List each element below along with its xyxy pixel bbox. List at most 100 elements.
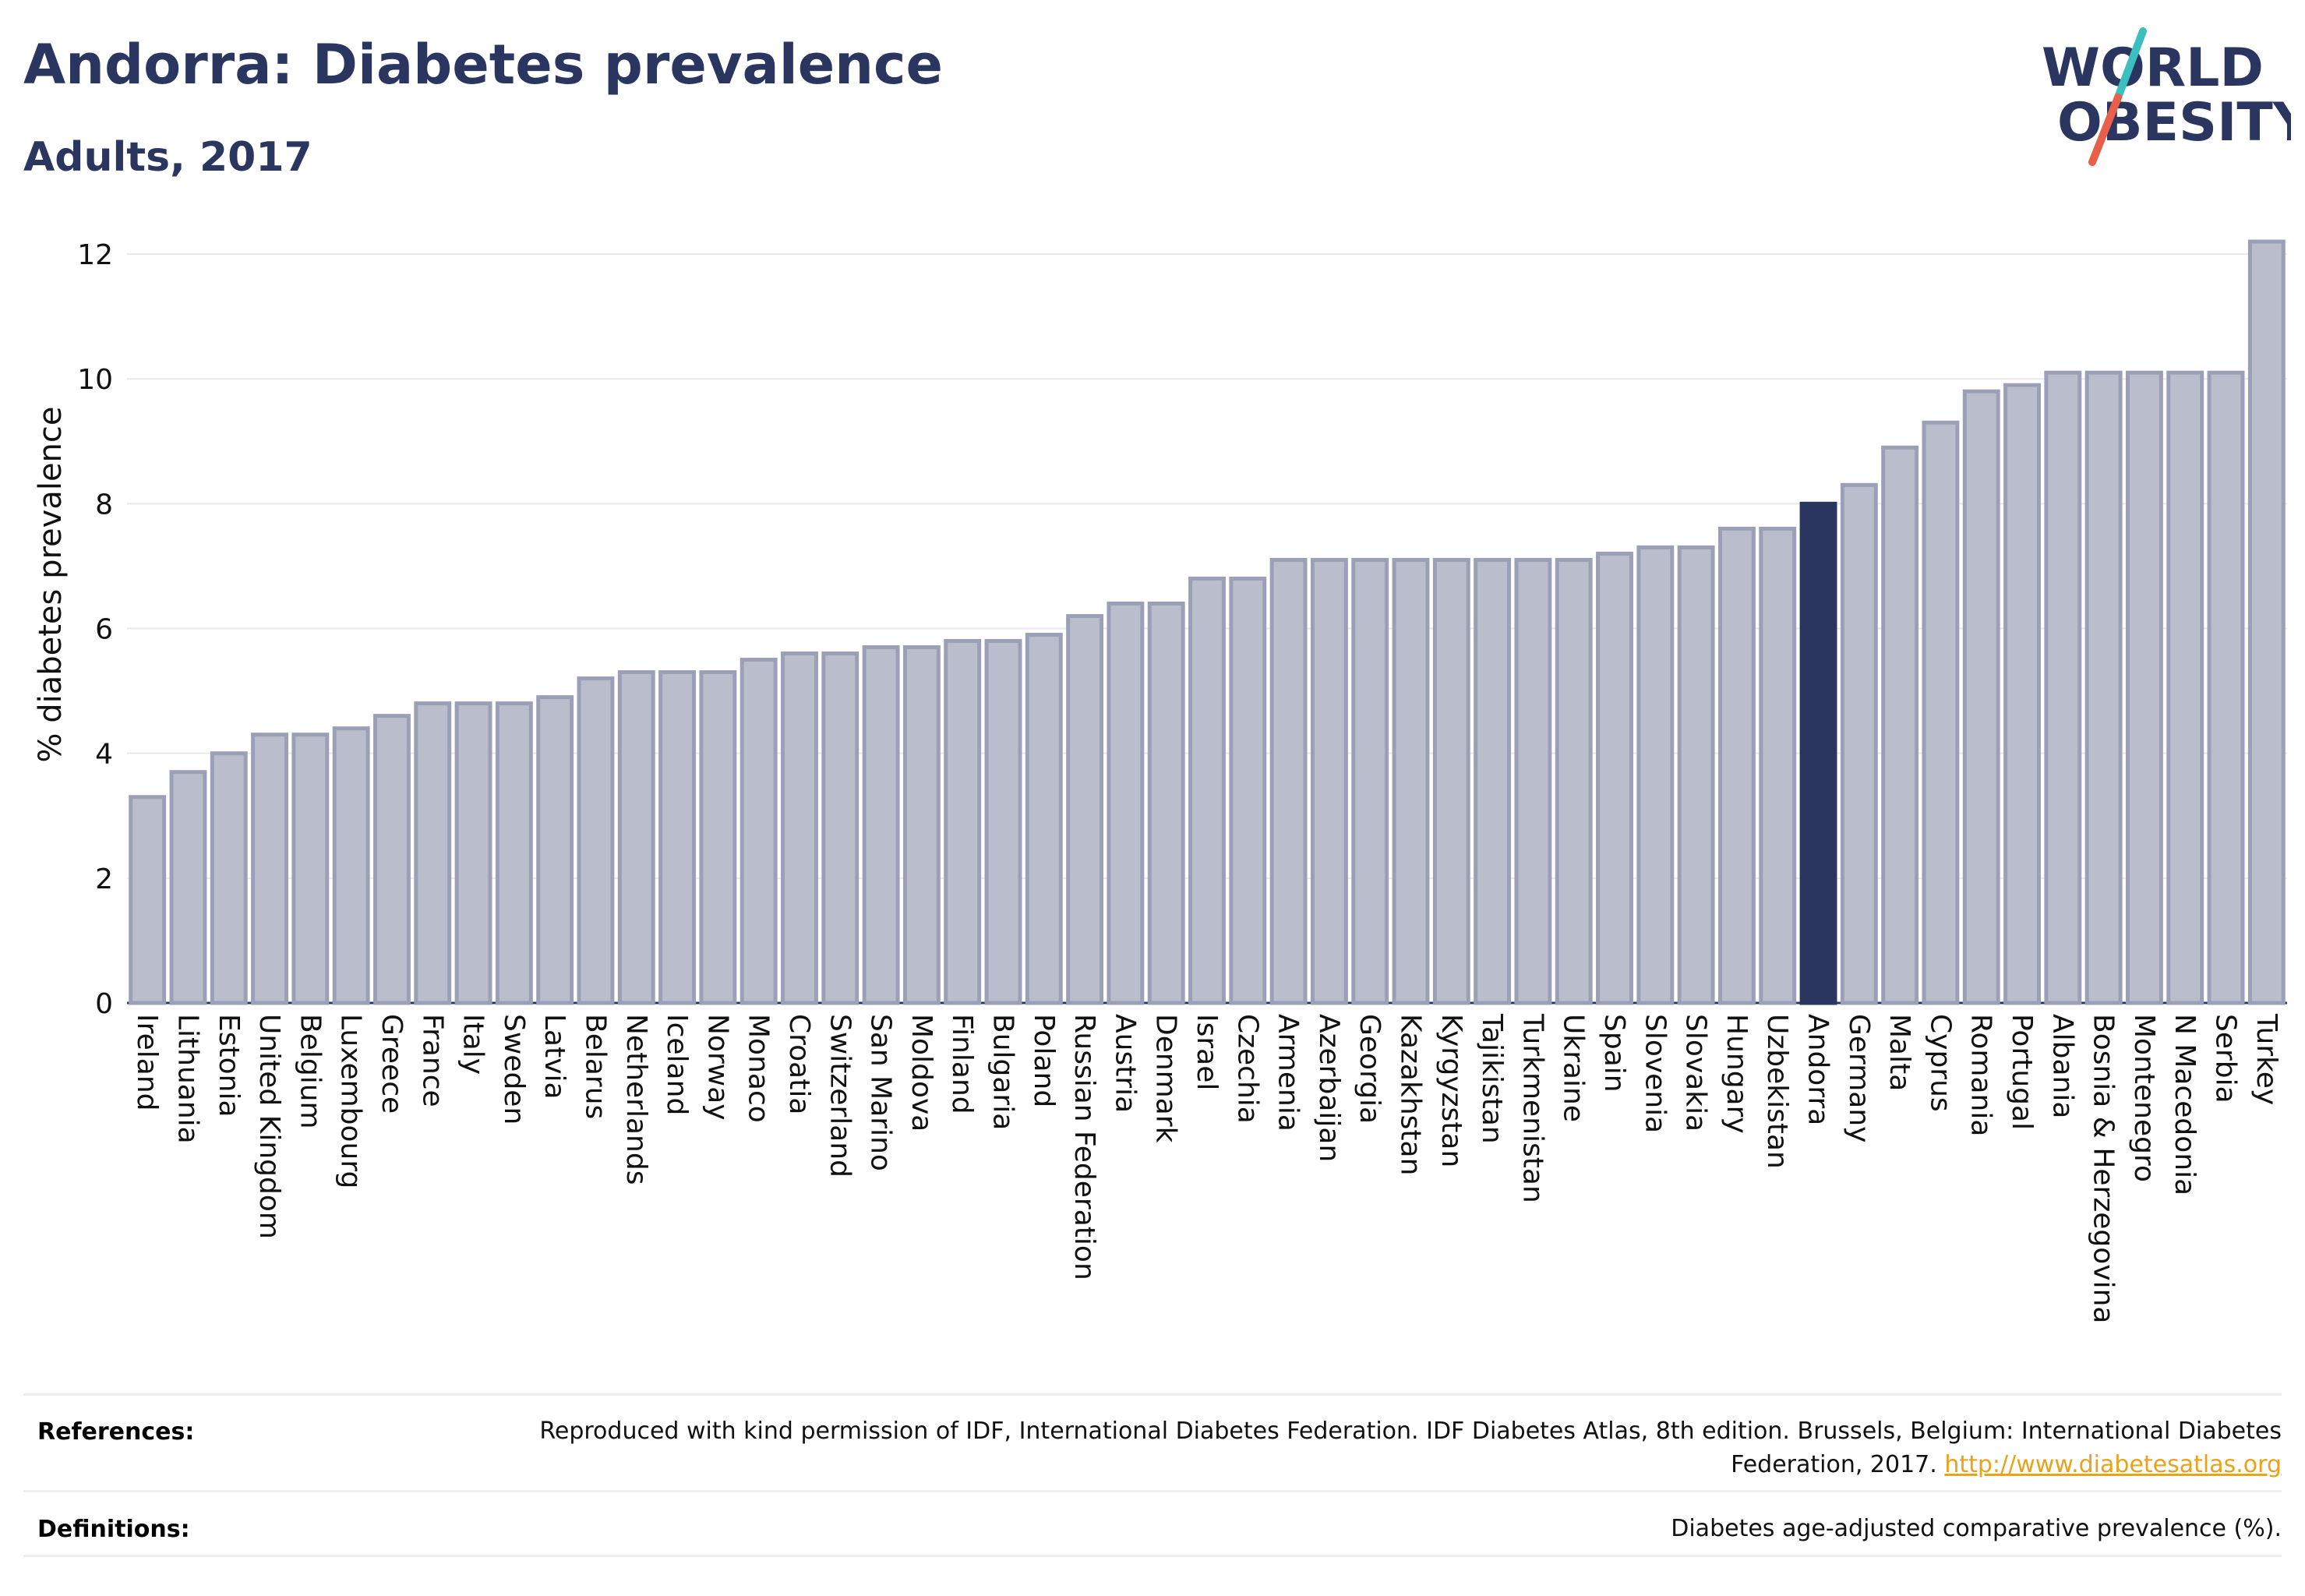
bar-turkey <box>2247 239 2286 1005</box>
bar-russian-federation <box>1066 613 1104 1005</box>
x-tick-label: Belgium <box>294 1014 326 1129</box>
x-tick-label: Malta <box>1883 1014 1915 1091</box>
bar-estonia <box>210 751 248 1005</box>
bar-greece <box>373 714 411 1005</box>
definitions-label: Definitions: <box>37 1516 190 1543</box>
x-tick-label: Spain <box>1598 1014 1630 1093</box>
y-axis-label: % diabetes prevalence <box>33 406 69 762</box>
bar-israel <box>1188 576 1226 1005</box>
x-tick-label: Monaco <box>743 1014 775 1123</box>
bar-czechia <box>1229 576 1267 1005</box>
y-tick-label: 12 <box>77 239 113 271</box>
x-tick-label: Albania <box>2046 1014 2078 1118</box>
bar-romania <box>1962 389 2000 1005</box>
bar-belgium <box>291 733 330 1005</box>
references-body: Reproduced with kind permission of IDF, … <box>539 1418 2282 1478</box>
chart-bars <box>129 239 2286 1005</box>
logo-slash-teal <box>2114 27 2147 101</box>
x-tick-label: France <box>416 1014 448 1107</box>
x-tick-label: Kyrgyzstan <box>1435 1014 1467 1167</box>
x-tick-label: Israel <box>1191 1014 1223 1090</box>
bar-luxembourg <box>332 726 370 1005</box>
x-tick-label: Cyprus <box>1924 1014 1956 1112</box>
bar-armenia <box>1269 557 1308 1005</box>
x-tick-label: Poland <box>1028 1014 1060 1107</box>
bar-hungary <box>1717 526 1756 1005</box>
x-tick-label: Switzerland <box>824 1014 856 1178</box>
x-tick-label: Czechia <box>1231 1014 1263 1124</box>
x-tick-label: Tajikistan <box>1476 1013 1508 1144</box>
bar-italy <box>454 701 492 1005</box>
bar-united-kingdom <box>251 733 289 1005</box>
x-tick-label: Latvia <box>538 1014 570 1100</box>
bar-albania <box>2044 370 2082 1005</box>
x-tick-label: N Macedonia <box>2169 1014 2201 1195</box>
bar-andorra <box>1799 501 1837 1005</box>
bar-sweden <box>495 701 533 1005</box>
bar-moldova <box>902 645 941 1005</box>
x-tick-label: Iceland <box>661 1014 693 1115</box>
y-axis-ticks: 0 2 4 6 8 10 12 <box>77 239 113 1020</box>
bar-serbia <box>2207 370 2245 1005</box>
x-tick-label: Azerbaijan <box>1313 1014 1345 1162</box>
bar-denmark <box>1147 601 1185 1005</box>
y-tick-label: 2 <box>95 863 113 895</box>
chart-subtitle: Adults, 2017 <box>23 134 312 181</box>
x-tick-label: Italy <box>457 1014 489 1075</box>
bar-ukraine <box>1555 557 1593 1005</box>
bar-bosnia-herzegovina <box>2084 370 2123 1005</box>
x-tick-label: Sweden <box>498 1014 530 1125</box>
logo-line-2: OBESITY <box>2057 92 2291 154</box>
x-tick-label: Finland <box>946 1014 978 1114</box>
bar-georgia <box>1351 557 1389 1005</box>
y-tick-label: 6 <box>95 614 113 646</box>
x-tick-label: United Kingdom <box>253 1014 285 1239</box>
bar-cyprus <box>1922 420 1960 1005</box>
x-tick-label: Slovakia <box>1680 1014 1712 1132</box>
bar-kyrgyzstan <box>1432 557 1470 1005</box>
bar-norway <box>699 670 737 1005</box>
references-label: References: <box>37 1418 195 1446</box>
bar-n-macedonia <box>2166 370 2204 1005</box>
bar-netherlands <box>617 670 655 1005</box>
bar-france <box>414 701 452 1005</box>
x-tick-label: San Marino <box>865 1014 897 1171</box>
x-tick-label: Netherlands <box>620 1014 652 1185</box>
references-link[interactable]: http://www.diabetesatlas.org <box>1944 1451 2282 1478</box>
bar-belarus <box>577 676 615 1005</box>
x-tick-label: Turkey <box>2250 1013 2282 1105</box>
logo-slash-red <box>2088 94 2122 166</box>
x-tick-label: Belarus <box>579 1014 611 1119</box>
x-tick-label: Portugal <box>2006 1014 2038 1130</box>
bar-austria <box>1107 601 1145 1005</box>
x-tick-label: Hungary <box>1721 1014 1753 1134</box>
x-tick-label: Austria <box>1109 1014 1141 1113</box>
bar-lithuania <box>169 770 207 1005</box>
bar-poland <box>1025 633 1063 1005</box>
bar-tajikistan <box>1474 557 1512 1005</box>
bar-croatia <box>781 651 818 1005</box>
bar-san-marino <box>862 645 900 1005</box>
x-tick-label: Montenegro <box>2128 1014 2160 1182</box>
x-tick-label: Russian Federation <box>1068 1014 1100 1280</box>
bar-slovenia <box>1636 545 1675 1005</box>
y-tick-label: 4 <box>95 739 113 771</box>
bar-germany <box>1840 482 1878 1005</box>
x-tick-label: Luxembourg <box>335 1014 367 1188</box>
x-tick-label: Andorra <box>1802 1014 1834 1125</box>
logo-line-1: WORLD <box>2042 37 2264 99</box>
definitions-text: Diabetes age-adjusted comparative preval… <box>1671 1515 2282 1542</box>
bar-monaco <box>740 658 778 1005</box>
bar-montenegro <box>2125 370 2163 1005</box>
x-tick-label: Serbia <box>2210 1014 2242 1103</box>
bar-malta <box>1881 445 1919 1005</box>
bar-ireland <box>129 795 167 1005</box>
x-tick-label: Armenia <box>1273 1014 1304 1132</box>
x-tick-label: Norway <box>701 1014 733 1121</box>
x-tick-label: Kazakhstan <box>1395 1014 1427 1175</box>
x-tick-label: Slovenia <box>1639 1014 1671 1133</box>
x-tick-label: Romania <box>1965 1014 1997 1136</box>
bar-chart: 0 2 4 6 8 10 12 Ireland Lithuania Estonia United … <box>33 239 2287 1323</box>
x-tick-label: Moldova <box>905 1014 937 1132</box>
bar-bulgaria <box>984 639 1022 1005</box>
